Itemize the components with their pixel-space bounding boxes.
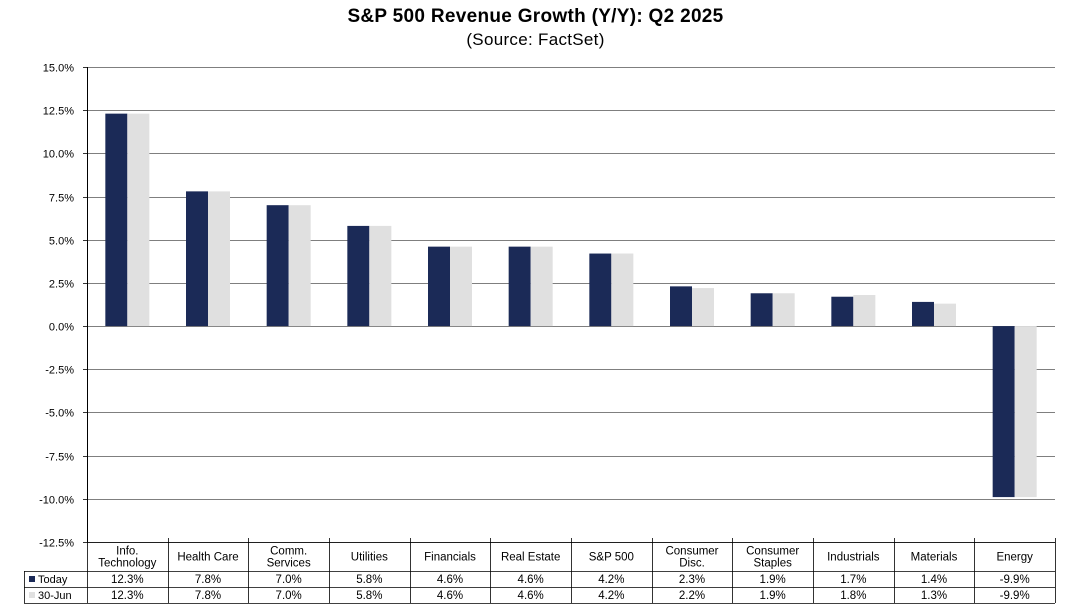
bar-today (508, 246, 531, 327)
category-label: Industrials (827, 552, 880, 564)
data-label: 4.6% (437, 574, 463, 586)
bar-today (105, 113, 128, 327)
category-label: Technology (98, 558, 156, 570)
data-label: 1.9% (760, 590, 786, 602)
bar-today (670, 286, 692, 327)
data-label: -9.9% (1000, 590, 1030, 602)
data-label: 5.8% (356, 590, 382, 602)
data-label: 1.4% (921, 574, 947, 586)
bar-today (428, 246, 450, 327)
bar-30-jun (127, 113, 150, 327)
y-tick-label: 10.0% (43, 149, 74, 161)
legend-label: 30-Jun (38, 590, 72, 602)
data-label: 4.6% (518, 574, 544, 586)
bar-30-jun (853, 295, 876, 327)
data-label: 12.3% (111, 574, 144, 586)
bar-today (992, 326, 1015, 498)
y-tick-label: -12.5% (39, 538, 74, 550)
category-label: Consumer (665, 546, 718, 558)
y-tick-label: 0.0% (49, 322, 74, 334)
y-tick-label: 15.0% (43, 63, 74, 75)
data-label: 12.3% (111, 590, 144, 602)
bar-today (347, 225, 370, 327)
y-tick-label: -7.5% (45, 452, 74, 464)
data-label: 7.8% (195, 574, 221, 586)
data-label: 1.3% (921, 590, 947, 602)
y-tick-label: 12.5% (43, 106, 74, 118)
gridlines (87, 67, 1055, 543)
data-table: Info.Technology Health Care Comm.Services U… (24, 542, 1056, 604)
bar-today (750, 293, 773, 327)
bar-today (831, 296, 854, 327)
bar-30-jun (611, 253, 634, 327)
y-tick-label: 5.0% (49, 236, 74, 248)
bar-30-jun (288, 205, 311, 327)
category-label: Materials (911, 552, 958, 564)
data-label: -9.9% (1000, 574, 1030, 586)
category-label: Energy (996, 552, 1033, 564)
category-label: Real Estate (501, 552, 560, 564)
data-label: 1.8% (840, 590, 866, 602)
bar-30-jun (692, 288, 714, 327)
data-label: 1.7% (840, 574, 866, 586)
bar-today (266, 205, 289, 327)
y-tick-label: 7.5% (49, 193, 74, 205)
bar-30-jun (1014, 326, 1037, 498)
category-label: S&P 500 (589, 552, 634, 564)
legend-label: Today (38, 574, 68, 586)
category-label: Consumer (746, 546, 799, 558)
category-label: Disc. (679, 558, 705, 570)
data-label: 1.9% (760, 574, 786, 586)
bar-30-jun (208, 191, 230, 327)
data-label: 2.2% (679, 590, 705, 602)
chart-title: S&P 500 Revenue Growth (Y/Y): Q2 2025 (347, 6, 724, 27)
category-label: Staples (753, 558, 792, 570)
y-tick-label: -2.5% (45, 365, 74, 377)
category-label: Comm. (270, 546, 307, 558)
bar-30-jun (450, 246, 472, 327)
data-label: 4.2% (598, 574, 624, 586)
category-label: Health Care (177, 552, 238, 564)
bar-30-jun (772, 293, 795, 327)
bars (105, 113, 1037, 498)
legend-swatch-today (29, 576, 35, 582)
data-label: 7.0% (276, 574, 302, 586)
bar-30-jun (530, 246, 553, 327)
data-label: 2.3% (679, 574, 705, 586)
bar-today (589, 253, 612, 327)
legend-swatch-30-jun (29, 592, 35, 598)
y-tick-label: -10.0% (39, 495, 74, 507)
category-label: Financials (424, 552, 476, 564)
bar-today (912, 301, 934, 327)
data-label: 7.8% (195, 590, 221, 602)
category-label: Utilities (351, 552, 388, 564)
data-label: 5.8% (356, 574, 382, 586)
category-label: Services (267, 558, 311, 570)
chart-subtitle: (Source: FactSet) (466, 30, 605, 49)
data-label: 7.0% (276, 590, 302, 602)
bar-30-jun (934, 303, 956, 327)
category-label: Info. (116, 546, 138, 558)
data-label: 4.6% (518, 590, 544, 602)
y-axis: 15.0% 12.5% 10.0% 7.5% 5.0% 2.5% 0.0% -2.5% -5.0… (39, 63, 1056, 550)
y-tick-label: -5.0% (45, 408, 74, 420)
bar-today (186, 191, 208, 327)
data-label: 4.6% (437, 590, 463, 602)
bar-30-jun (369, 225, 392, 327)
y-tick-label: 2.5% (49, 279, 74, 291)
data-label: 4.2% (598, 590, 624, 602)
